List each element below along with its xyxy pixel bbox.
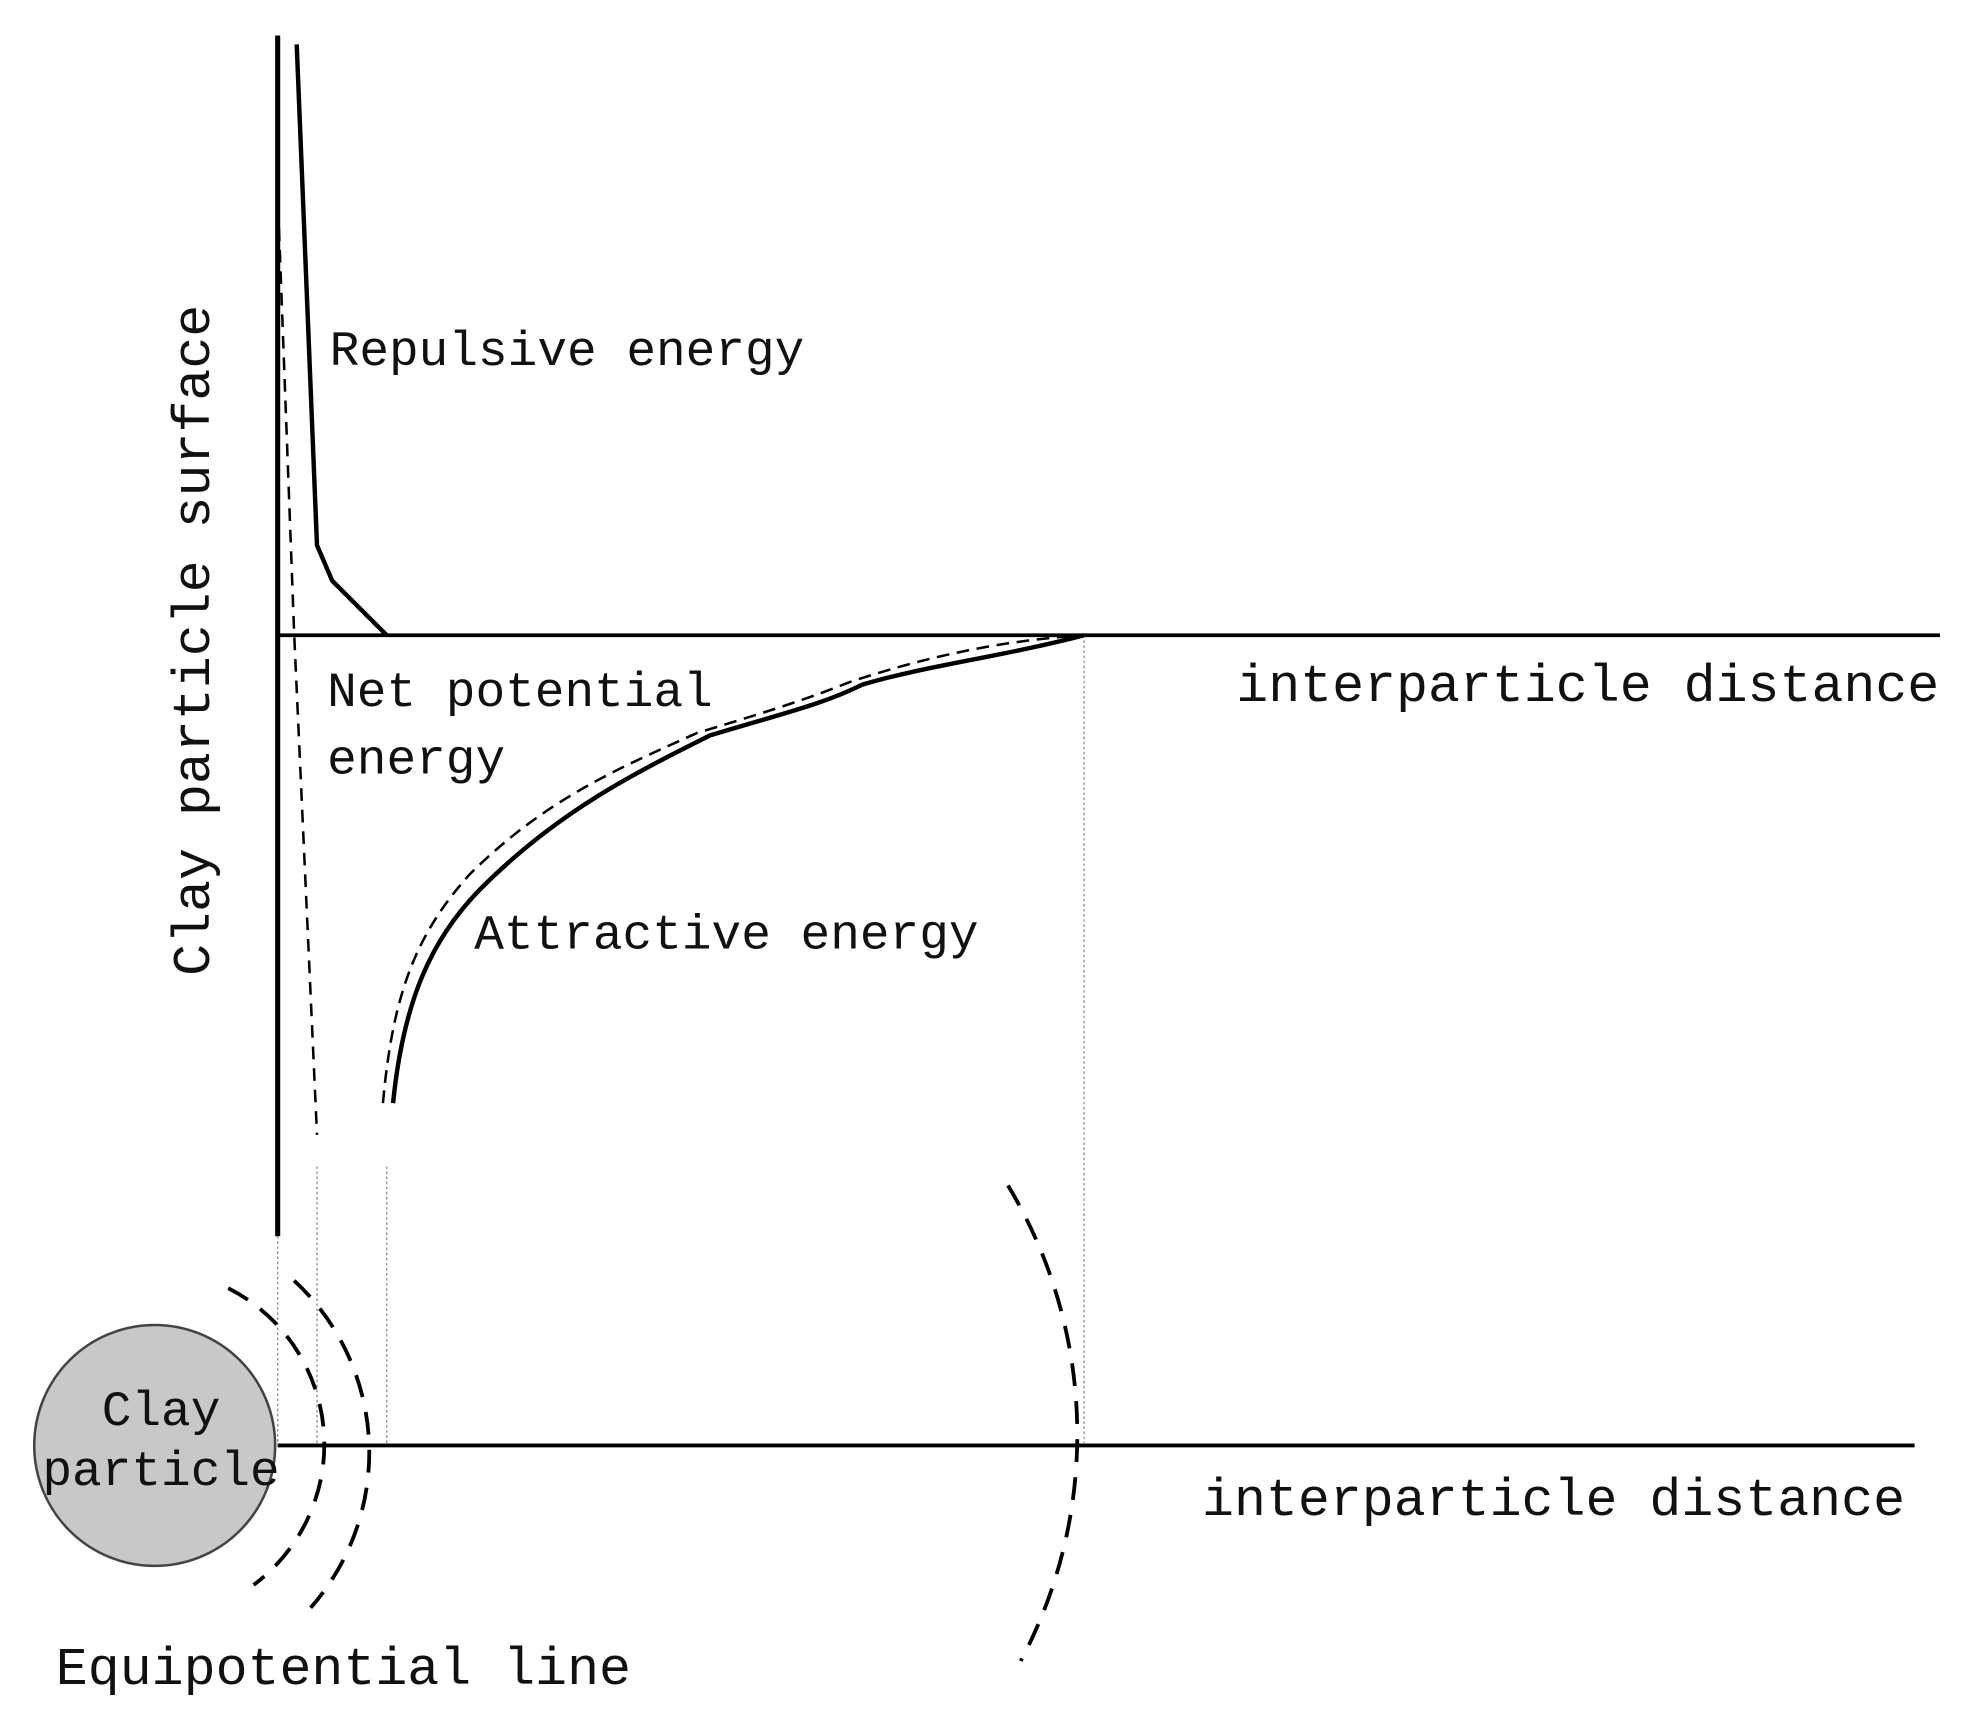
guide-lines <box>277 635 1085 1446</box>
equipotential-label: Equipotential line <box>56 1640 631 1700</box>
attractive-dashed-curve <box>381 633 1085 1104</box>
net-label: Net potential <box>327 665 713 721</box>
x-axis-top-label: interparticle distance <box>1236 657 1939 717</box>
equipotential-arc <box>292 1279 372 1609</box>
attractive-curve <box>390 633 1085 1104</box>
equipotential-lines <box>227 1184 1080 1662</box>
net-label: energy <box>327 732 505 788</box>
equipotential-arc <box>227 1286 327 1587</box>
particle-label: Clay <box>102 1384 221 1440</box>
net-potential-curve <box>277 228 319 1135</box>
y-axis-label: Clay particle surface <box>165 305 225 976</box>
clay-particle <box>32 1323 277 1568</box>
attractive-label: Attractive energy <box>474 907 978 963</box>
x-axis-bottom-label: interparticle distance <box>1202 1471 1905 1531</box>
equipotential-arc <box>1006 1184 1080 1662</box>
repulsive-label: Repulsive energy <box>330 324 805 380</box>
repulsive-curve <box>294 44 389 637</box>
particle-label: particle <box>42 1444 279 1500</box>
